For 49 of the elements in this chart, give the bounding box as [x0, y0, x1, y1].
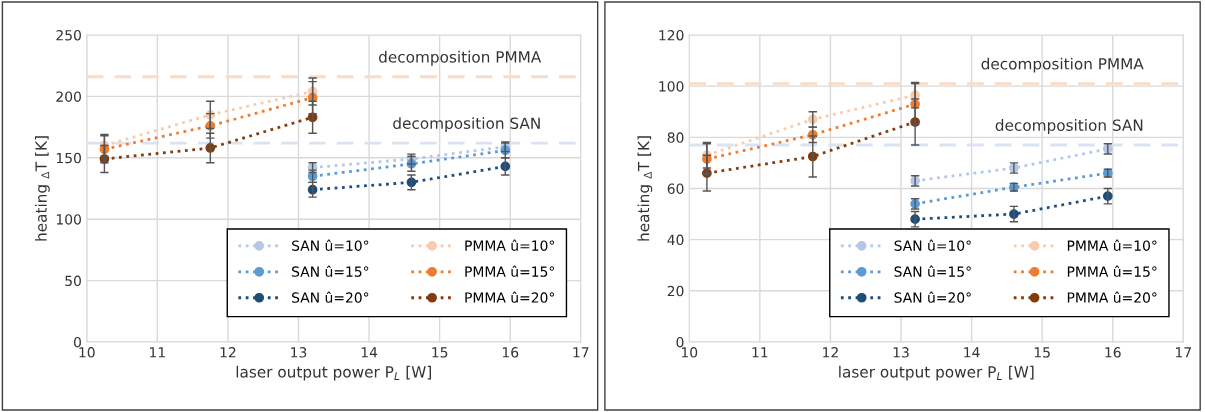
x-axis-title: laser output power P$_{L}$ [W]: [236, 365, 431, 381]
x-tick-label: 14: [361, 347, 378, 358]
legend-label: SAN û=15°: [292, 265, 369, 277]
y-tick-label: 150: [56, 152, 81, 164]
x-tick-label: 14: [964, 347, 980, 358]
y-axis-title: heating $_{Δ}$T [K]: [637, 136, 653, 241]
x-tick-label: 10: [681, 347, 698, 358]
y-tick-label: 40: [667, 234, 684, 246]
x-tick-label: 12: [823, 347, 838, 358]
x-tick-label: 13: [893, 347, 909, 358]
ref-line-label: decomposition SAN: [995, 119, 1143, 134]
x-tick-label: 10: [79, 347, 95, 358]
legend-label: SAN û=10°: [894, 239, 971, 251]
x-axis-title: laser output power P$_{L}$ [W]: [839, 365, 1034, 381]
legend-label: PMMA û=10°: [465, 239, 555, 251]
ref-line-label: decomposition SAN: [393, 117, 540, 132]
x-tick-label: 17: [573, 347, 589, 358]
legend-label: SAN û=15°: [894, 265, 971, 277]
x-tick-label: 11: [150, 347, 165, 358]
y-tick-label: 250: [56, 29, 81, 41]
x-tick-label: 15: [432, 347, 448, 358]
ref-line-label: decomposition PMMA: [379, 50, 542, 66]
legend-label: PMMA û=10°: [1067, 239, 1157, 251]
legend-label: SAN û=20°: [292, 291, 369, 303]
x-tick-label: 16: [1105, 347, 1121, 358]
y-axis-title: heating $_{Δ}$T [K]: [35, 136, 50, 241]
y-tick-label: 0: [73, 336, 81, 348]
y-tick-label: 100: [56, 214, 81, 225]
y-tick-label: 20: [667, 285, 684, 297]
y-tick-label: 60: [667, 183, 684, 194]
legend-label: SAN û=20°: [894, 291, 971, 303]
y-tick-label: 0: [676, 336, 684, 348]
x-tick-label: 17: [1176, 347, 1191, 358]
legend-label: PMMA û=20°: [1067, 291, 1157, 303]
x-tick-label: 16: [502, 347, 519, 358]
legend-label: SAN û=10°: [292, 239, 369, 251]
y-tick-label: 200: [56, 91, 81, 102]
y-tick-label: 120: [659, 29, 684, 41]
legend-label: PMMA û=20°: [465, 291, 555, 303]
legend-label: PMMA û=15°: [465, 265, 555, 277]
y-tick-label: 100: [659, 81, 684, 92]
x-tick-label: 13: [291, 347, 307, 358]
legend-label: PMMA û=15°: [1067, 265, 1157, 277]
y-tick-label: 50: [65, 275, 81, 287]
x-tick-label: 11: [752, 347, 768, 358]
ref-line-label: decomposition PMMA: [981, 57, 1144, 73]
x-tick-label: 15: [1034, 347, 1050, 358]
y-tick-label: 80: [667, 132, 684, 143]
x-tick-label: 12: [220, 347, 236, 358]
